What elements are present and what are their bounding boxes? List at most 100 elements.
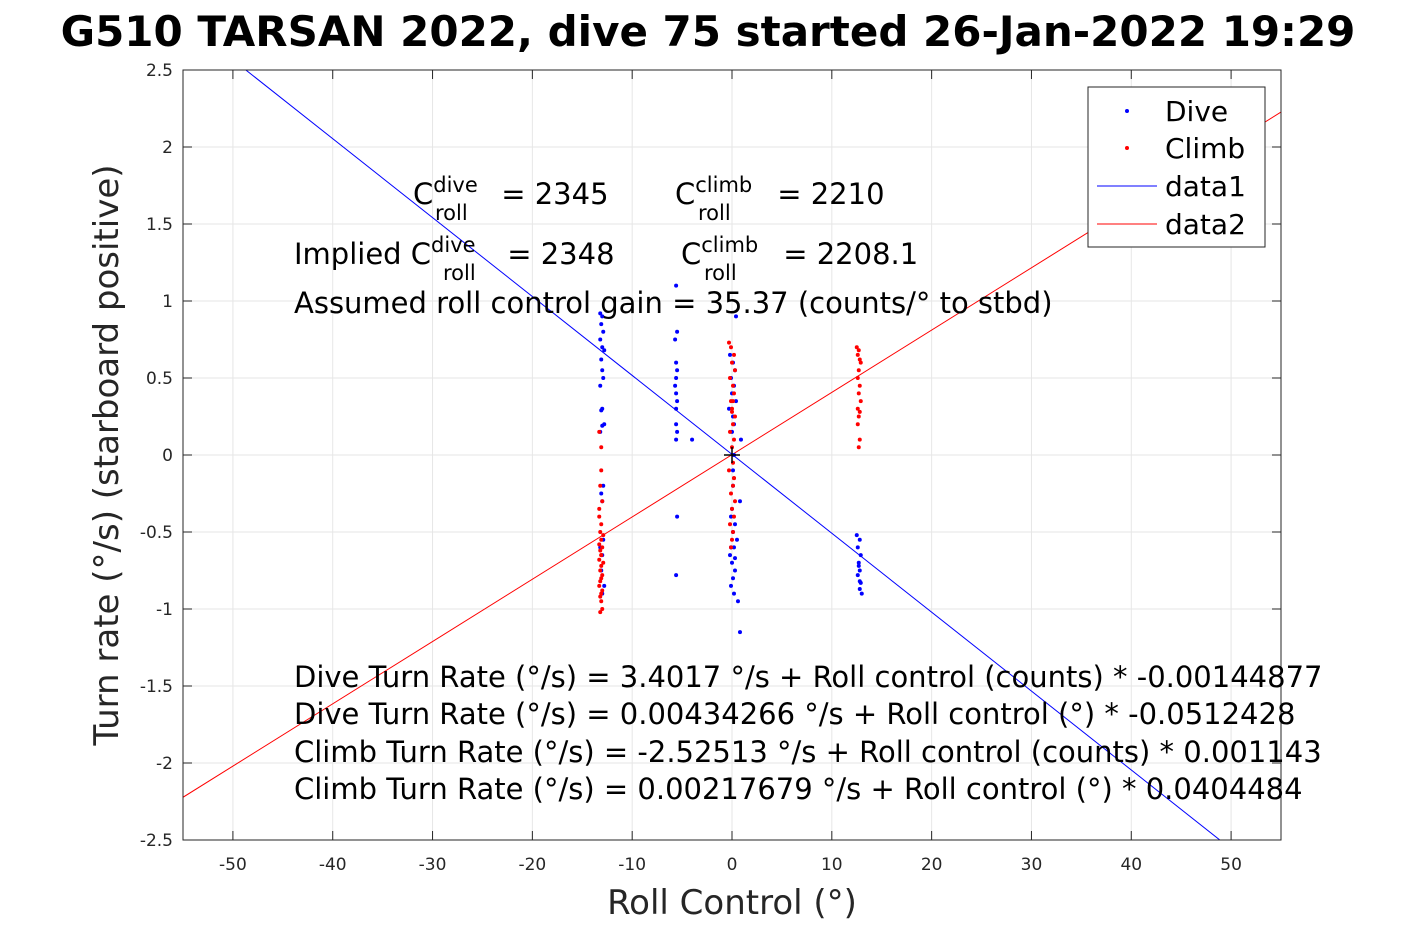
dive-point [729,583,734,588]
climb-point [597,583,602,588]
climb-point [598,530,603,534]
x-tick-label: -30 [419,855,447,875]
climb-point [600,499,605,504]
dive-point [599,322,604,327]
dive-point [600,314,605,319]
dive-point [732,522,737,527]
dive-point [732,556,737,561]
dive-point [731,591,736,596]
dive-equation-counts: Dive Turn Rate (°/s) = 3.4017 °/s + Roll… [294,660,1322,694]
climb-equation-counts: Climb Turn Rate (°/s) = -2.52513 °/s + R… [294,735,1322,769]
legend-climb-marker [1125,146,1129,150]
climb-point [598,548,603,553]
implied-dive-annotation: Implied Cdive roll = 2348 [294,233,615,285]
y-tick-label: -1 [156,600,173,620]
climb-point [857,409,862,414]
climb-point [856,391,861,396]
dive-point [674,391,679,396]
dive-point [675,368,680,373]
climb-point [729,345,734,350]
climb-point [727,468,732,473]
climb-point [855,376,860,380]
climb-point [599,537,604,542]
legend-data2-label: data2 [1165,208,1246,241]
climb-point [856,348,861,353]
dive-point [598,337,603,342]
dive-point [675,329,680,334]
climb-point [601,560,606,565]
c-climb-annotation: Cclimb roll = 2210 [675,173,885,225]
x-tick-label: 20 [921,855,943,875]
dive-point [857,579,862,584]
dive-point [675,514,680,519]
dive-point [730,576,735,581]
implied-climb-annotation: Cclimb roll = 2208.1 [681,233,918,285]
dive-point [675,399,680,404]
climb-point [731,514,736,519]
climb-point [730,537,734,542]
dive-point [600,345,605,350]
climb-point [856,414,861,419]
climb-equation-degrees: Climb Turn Rate (°/s) = 0.00217679 °/s +… [294,772,1303,806]
dive-point [857,586,862,591]
climb-point [599,591,604,596]
dive-point [602,348,607,353]
roll-gain-annotation: Assumed roll control gain = 35.37 (count… [294,286,1053,320]
climb-point [732,499,737,504]
dive-point [674,376,679,380]
climb-point [599,522,604,527]
dive-point [730,468,735,473]
climb-point [599,576,604,581]
dive-point [857,568,862,573]
climb-point [600,573,605,578]
climb-point [600,545,605,550]
climb-point [599,553,604,558]
y-tick-label: 1.5 [146,215,173,235]
climb-point [730,360,734,365]
climb-point [854,345,859,350]
climb-point [598,610,603,615]
annotations: Cdive roll = 2345 Cclimb roll = 2210 Impli… [294,173,1322,806]
y-tick-label: -1.5 [140,677,173,697]
dive-point [600,423,605,428]
y-tick-label: 2 [162,138,173,158]
climb-point [730,399,735,404]
x-tick-label: 50 [1220,855,1242,875]
climb-point [731,437,736,442]
climb-point [730,422,735,427]
climb-point [732,368,737,373]
climb-point [598,579,603,584]
dive-point [732,568,737,573]
climb-point [731,391,736,396]
dive-point [674,437,679,442]
climb-point [858,399,863,404]
dive-point [728,553,733,558]
y-tick-label: 1 [162,292,173,312]
climb-point [598,594,603,599]
dive-equation-degrees: Dive Turn Rate (°/s) = 0.00434266 °/s + … [294,697,1295,731]
dive-point [856,560,861,565]
dive-point [727,406,732,411]
climb-point [731,476,736,481]
dive-point [673,337,678,342]
climb-point [599,599,604,604]
dive-point [730,560,734,565]
climb-point [598,483,603,488]
dive-point [674,422,679,427]
climb-point [600,588,605,593]
dive-point [601,329,606,334]
climb-point [728,429,733,434]
dive-point [600,368,605,373]
climb-point [729,545,734,550]
legend-dive-label: Dive [1165,95,1228,128]
climb-point [597,506,602,511]
dive-point [856,563,861,568]
climb-point [598,568,603,573]
dive-point [728,352,733,357]
climb-point [730,409,734,414]
climb-point [727,340,732,345]
climb-point [855,406,860,411]
dive-point [599,408,604,413]
dive-point [737,499,742,504]
dive-point [855,545,860,550]
